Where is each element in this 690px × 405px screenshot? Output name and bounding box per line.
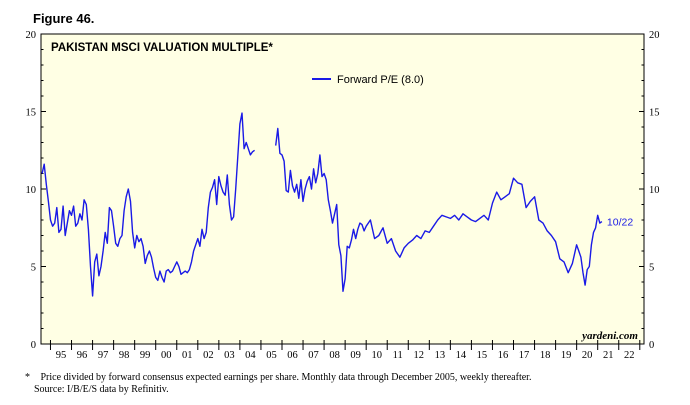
x-tick-label: 22 [624, 350, 635, 361]
footnote-note: * Price divided by forward consensus exp… [25, 372, 531, 383]
x-tick-label: 08 [329, 350, 340, 361]
x-tick-label: 95 [56, 350, 67, 361]
y-tick-label-right: 15 [649, 108, 660, 119]
x-tick-label: 99 [140, 350, 151, 361]
y-tick-label-left: 5 [31, 263, 36, 274]
legend: Forward P/E (8.0) [312, 74, 424, 86]
x-tick-label: 04 [245, 350, 256, 361]
x-tick-label: 09 [350, 350, 361, 361]
x-tick-label: 21 [603, 350, 614, 361]
end-label: 10/22 [607, 217, 633, 229]
y-tick-label-left: 15 [26, 108, 37, 119]
footnote-star: * [25, 372, 30, 383]
y-axis-right: 0 5 10 15 20 [639, 30, 660, 351]
x-tick-label: 98 [119, 350, 130, 361]
x-tick-label: 17 [519, 350, 530, 361]
x-tick-label: 00 [161, 350, 172, 361]
x-tick-label: 01 [182, 350, 193, 361]
y-tick-label-left: 20 [26, 30, 37, 41]
legend-label: Forward P/E (8.0) [337, 74, 424, 86]
x-tick-label: 16 [498, 350, 509, 361]
x-tick-label: 20 [582, 350, 593, 361]
watermark: yardeni.com [580, 330, 638, 342]
x-tick-label: 13 [435, 350, 446, 361]
y-axis-left: 0 5 10 15 20 [26, 30, 46, 351]
figure-label: Figure 46. [33, 11, 95, 26]
x-tick-label: 11 [393, 350, 403, 361]
x-tick-label: 02 [203, 350, 214, 361]
footnote-line1: Price divided by forward consensus expec… [40, 372, 532, 383]
footnote-source: Source: I/B/E/S data by Refinitiv. [34, 384, 169, 395]
y-tick-label-left: 10 [26, 185, 37, 196]
x-tick-label: 06 [287, 350, 298, 361]
y-tick-label-left: 0 [31, 340, 36, 351]
y-tick-label-right: 20 [649, 30, 660, 41]
x-tick-label: 96 [77, 350, 88, 361]
x-tick-label: 05 [266, 350, 277, 361]
chart-title: PAKISTAN MSCI VALUATION MULTIPLE* [51, 42, 273, 54]
x-tick-label: 03 [224, 350, 235, 361]
x-tick-label: 10 [371, 350, 382, 361]
x-axis: 95 96 97 98 99 00 01 02 03 04 05 06 07 08 09 10 11 12 13 14… [49, 340, 641, 361]
series-forward-pe [41, 112, 603, 297]
x-tick-label: 97 [98, 350, 109, 361]
x-tick-label: 15 [477, 350, 488, 361]
x-tick-label: 12 [414, 350, 425, 361]
x-tick-label: 07 [308, 350, 319, 361]
y-tick-label-right: 0 [649, 340, 654, 351]
x-tick-label: 14 [456, 350, 467, 361]
x-tick-label: 19 [561, 350, 572, 361]
series-segment [41, 112, 256, 297]
y-tick-label-right: 10 [649, 185, 660, 196]
series-segment [275, 127, 603, 292]
y-tick-label-right: 5 [649, 263, 654, 274]
x-tick-label: 18 [540, 350, 551, 361]
